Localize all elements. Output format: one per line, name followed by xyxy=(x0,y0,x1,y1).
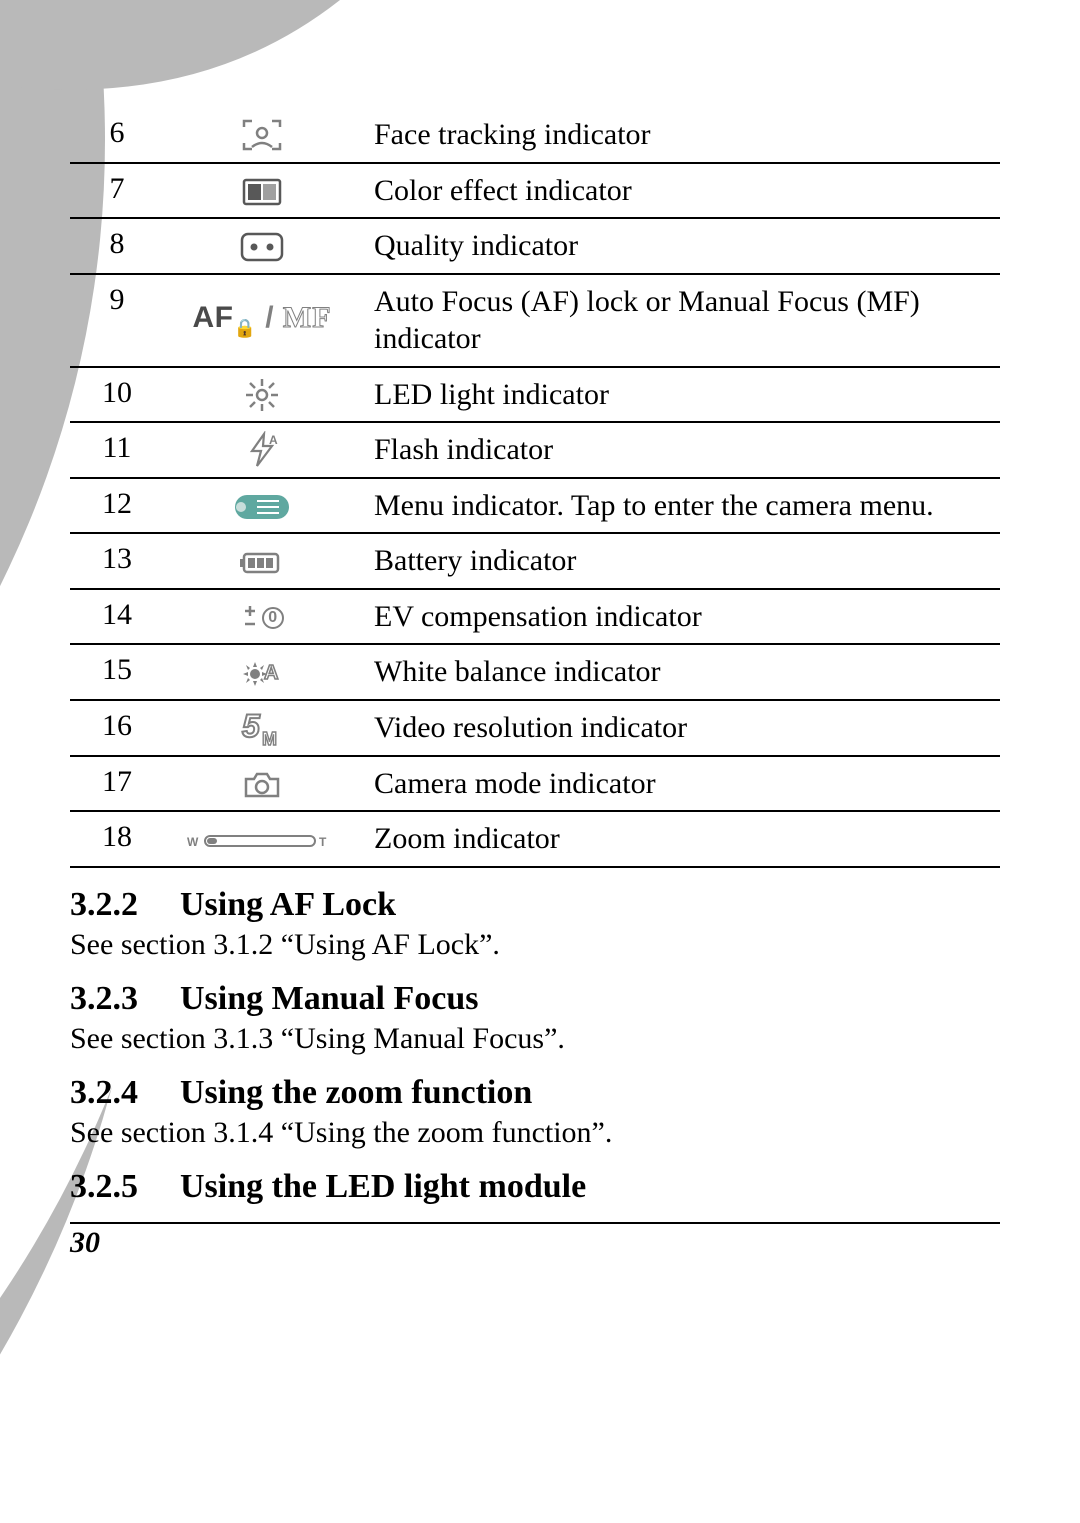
table-row: 7 Color effect indicator xyxy=(70,163,1000,219)
table-row: 18 W T Zoom indicator xyxy=(70,811,1000,867)
svg-text:M: M xyxy=(262,729,277,749)
row-description: White balance indicator xyxy=(360,644,1000,700)
table-row: 6 Face tracking indicator xyxy=(70,108,1000,163)
footer-rule xyxy=(70,1222,1000,1224)
row-description: Face tracking indicator xyxy=(360,108,1000,163)
camera-mode-icon xyxy=(241,766,283,799)
svg-text:A: A xyxy=(264,662,278,684)
row-number: 8 xyxy=(70,218,160,274)
row-number: 14 xyxy=(70,589,160,645)
section-body: See section 3.1.4 “Using the zoom functi… xyxy=(70,1116,1000,1150)
table-row: 8 Quality indicator xyxy=(70,218,1000,274)
row-description: Video resolution indicator xyxy=(360,700,1000,756)
ev-comp-icon: 0 xyxy=(240,601,284,631)
row-description: Auto Focus (AF) lock or Manual Focus (MF… xyxy=(360,274,1000,367)
white-balance-icon: A xyxy=(240,653,284,686)
flash-icon: A xyxy=(243,431,281,464)
menu-icon xyxy=(227,488,297,521)
row-description: LED light indicator xyxy=(360,367,1000,423)
row-number: 12 xyxy=(70,478,160,534)
af-mf-icon: AF🔒 / MF xyxy=(192,301,331,334)
row-number: 10 xyxy=(70,367,160,423)
table-row: 13 Battery indicator xyxy=(70,533,1000,589)
zoom-icon: W T xyxy=(187,822,337,855)
table-row: 11 A Flash indicator xyxy=(70,422,1000,478)
row-number: 17 xyxy=(70,756,160,812)
page-number: 30 xyxy=(70,1226,1080,1260)
row-description: Battery indicator xyxy=(360,533,1000,589)
sections-block: 3.2.2Using AF Lock See section 3.1.2 “Us… xyxy=(70,886,1000,1206)
row-description: Camera mode indicator xyxy=(360,756,1000,812)
section-heading: 3.2.3Using Manual Focus xyxy=(70,980,1000,1018)
video-resolution-icon: 5 M xyxy=(238,708,286,741)
table-row: 9 AF🔒 / MF Auto Focus (AF) lock or Manua… xyxy=(70,274,1000,367)
section-number: 3.2.3 xyxy=(70,980,180,1018)
row-number: 9 xyxy=(70,274,160,367)
led-light-icon xyxy=(241,376,283,409)
table-row: 15 A White balance indicator xyxy=(70,644,1000,700)
row-description: Menu indicator. Tap to enter the camera … xyxy=(360,478,1000,534)
row-number: 7 xyxy=(70,163,160,219)
row-description: Flash indicator xyxy=(360,422,1000,478)
table-row: 12 Menu indicator. Tap to enter the came… xyxy=(70,478,1000,534)
svg-text:5: 5 xyxy=(242,708,261,744)
section-title: Using Manual Focus xyxy=(180,980,479,1017)
indicator-table: 6 Face tracking indicator 7 Color effect… xyxy=(70,108,1000,868)
svg-text:W: W xyxy=(187,835,199,849)
row-number: 13 xyxy=(70,533,160,589)
section-body: See section 3.1.3 “Using Manual Focus”. xyxy=(70,1022,1000,1056)
section-number: 3.2.2 xyxy=(70,886,180,924)
face-tracking-icon xyxy=(240,116,284,149)
section-number: 3.2.5 xyxy=(70,1168,180,1206)
row-description: EV compensation indicator xyxy=(360,589,1000,645)
row-number: 6 xyxy=(70,108,160,163)
section-heading: 3.2.2Using AF Lock xyxy=(70,886,1000,924)
section-title: Using AF Lock xyxy=(180,886,396,923)
section-number: 3.2.4 xyxy=(70,1074,180,1112)
section-heading: 3.2.4Using the zoom function xyxy=(70,1074,1000,1112)
battery-icon xyxy=(238,544,286,577)
row-description: Quality indicator xyxy=(360,218,1000,274)
row-number: 15 xyxy=(70,644,160,700)
row-description: Zoom indicator xyxy=(360,811,1000,867)
section-body: See section 3.1.2 “Using AF Lock”. xyxy=(70,928,1000,962)
row-description: Color effect indicator xyxy=(360,163,1000,219)
section-title: Using the zoom function xyxy=(180,1074,532,1111)
svg-text:T: T xyxy=(319,835,327,849)
row-number: 16 xyxy=(70,700,160,756)
section-title: Using the LED light module xyxy=(180,1168,586,1205)
table-row: 17 Camera mode indicator xyxy=(70,756,1000,812)
quality-icon xyxy=(239,228,285,261)
table-row: 16 5 M Video resolution indicator xyxy=(70,700,1000,756)
color-effect-icon xyxy=(242,173,282,206)
table-row: 10 LED light indicator xyxy=(70,367,1000,423)
row-number: 18 xyxy=(70,811,160,867)
svg-text:A: A xyxy=(269,433,278,447)
section-heading: 3.2.5Using the LED light module xyxy=(70,1168,1000,1206)
table-row: 14 0 EV compensation indicator xyxy=(70,589,1000,645)
row-number: 11 xyxy=(70,422,160,478)
